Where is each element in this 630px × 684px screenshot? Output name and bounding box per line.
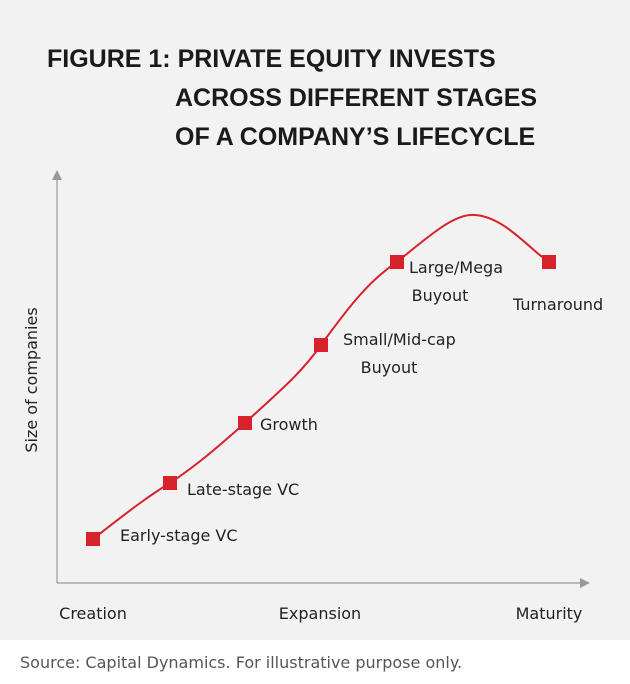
stage-label: Buyout xyxy=(412,286,469,305)
title-line: OF A COMPANY’S LIFECYCLE xyxy=(175,123,535,151)
x-axis-label: Maturity xyxy=(516,604,583,623)
x-arrow xyxy=(580,578,590,588)
x-axis-label: Expansion xyxy=(279,604,361,623)
x-axis-label: Creation xyxy=(59,604,127,623)
y-arrow xyxy=(52,170,62,180)
stage-marker xyxy=(542,255,556,269)
title-line: ACROSS DIFFERENT STAGES xyxy=(175,84,537,112)
stage-label: Early-stage VC xyxy=(120,526,238,545)
stage-label: Turnaround xyxy=(512,295,603,314)
stage-marker xyxy=(314,338,328,352)
stage-label: Buyout xyxy=(361,358,418,377)
stage-marker xyxy=(238,416,252,430)
stage-marker xyxy=(390,255,404,269)
stage-label: Large/Mega xyxy=(409,258,503,277)
title-line: FIGURE 1: PRIVATE EQUITY INVESTS xyxy=(47,45,496,73)
stage-label: Growth xyxy=(260,415,318,434)
source: Source: Capital Dynamics. For illustrati… xyxy=(20,653,462,672)
stages: Early-stage VC Late-stage VC Growth Small/M… xyxy=(86,255,603,546)
stage-marker xyxy=(86,532,100,546)
stage-label: Small/Mid-cap xyxy=(343,330,456,349)
panel xyxy=(0,0,630,640)
stage-marker xyxy=(163,476,177,490)
stage-label: Late-stage VC xyxy=(187,480,299,499)
y-axis-label: Size of companies xyxy=(22,307,41,452)
